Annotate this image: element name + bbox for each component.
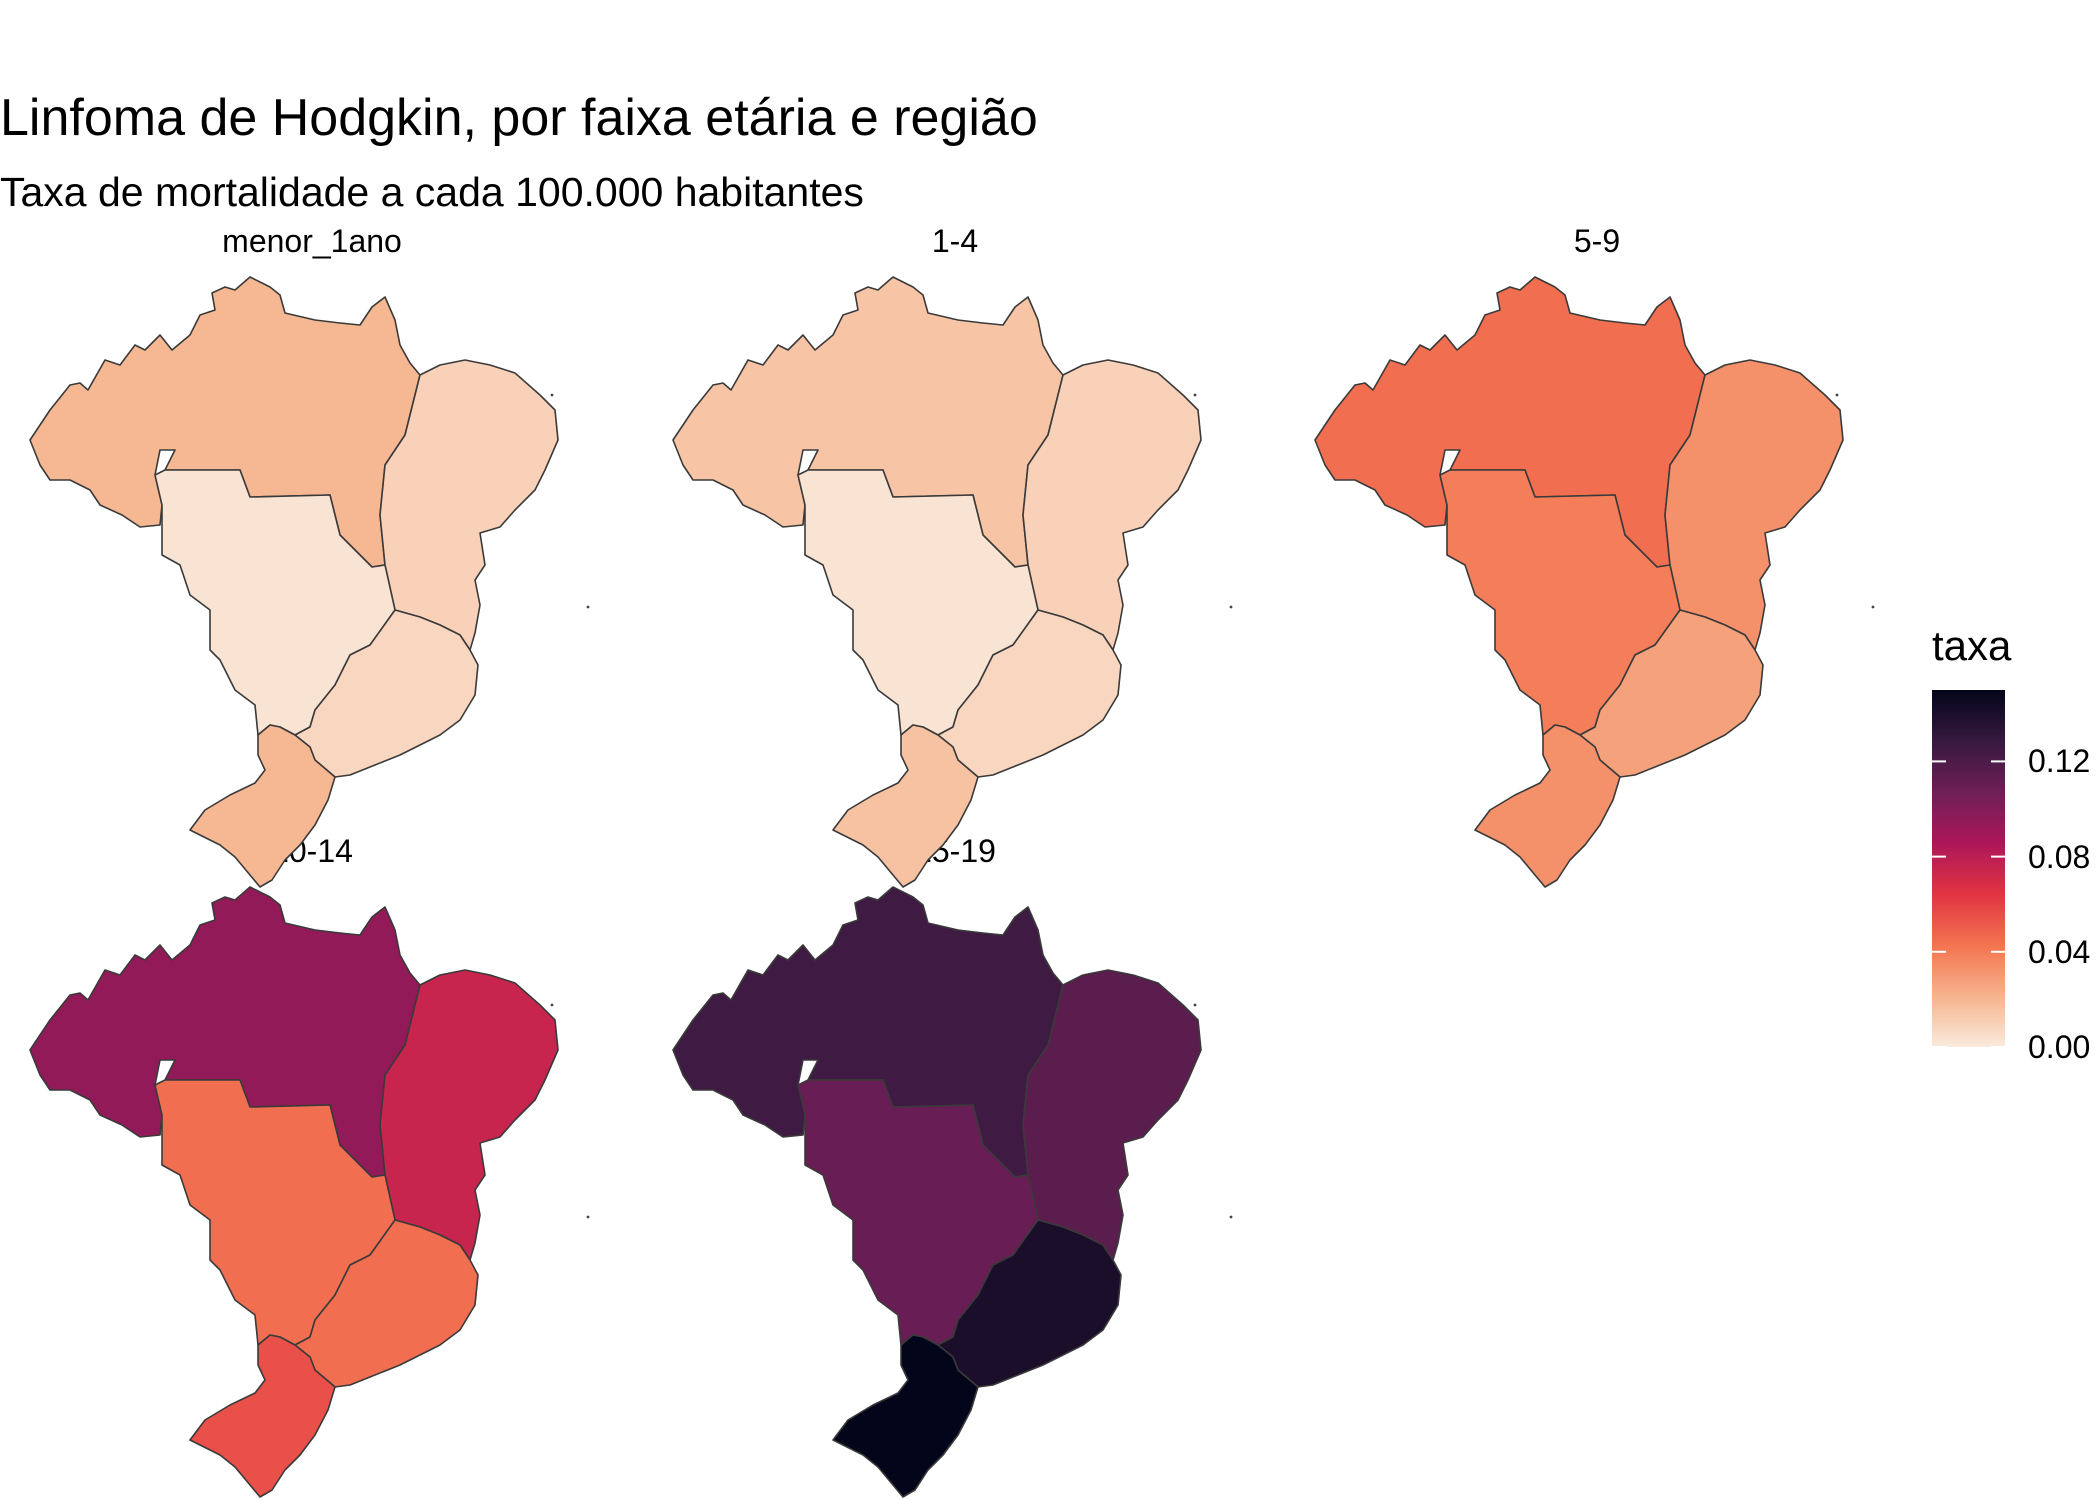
map-panel-1-4 xyxy=(673,277,1232,887)
legend-tick-label: 0.12 xyxy=(2028,745,2090,777)
island-dot xyxy=(1230,1216,1233,1219)
island-dot xyxy=(587,606,590,609)
legend-tick-label: 0.04 xyxy=(2028,936,2090,968)
island-dot xyxy=(1194,1004,1197,1007)
map-panel-15-19 xyxy=(673,887,1232,1497)
map-panel-menor-1ano xyxy=(30,277,589,887)
map-panel-10-14 xyxy=(30,887,589,1497)
island-dot xyxy=(1194,394,1197,397)
map-panel-5-9 xyxy=(1315,277,1874,887)
island-dot xyxy=(1230,606,1233,609)
island-dot xyxy=(1872,606,1875,609)
island-dot xyxy=(551,1004,554,1007)
island-dot xyxy=(587,1216,590,1219)
legend-tick-label: 0.00 xyxy=(2028,1031,2090,1063)
legend-tick-label: 0.08 xyxy=(2028,841,2090,873)
legend-colorbar xyxy=(1932,690,2005,1047)
legend-title: taxa xyxy=(1932,625,2011,667)
island-dot xyxy=(551,394,554,397)
island-dot xyxy=(1836,394,1839,397)
